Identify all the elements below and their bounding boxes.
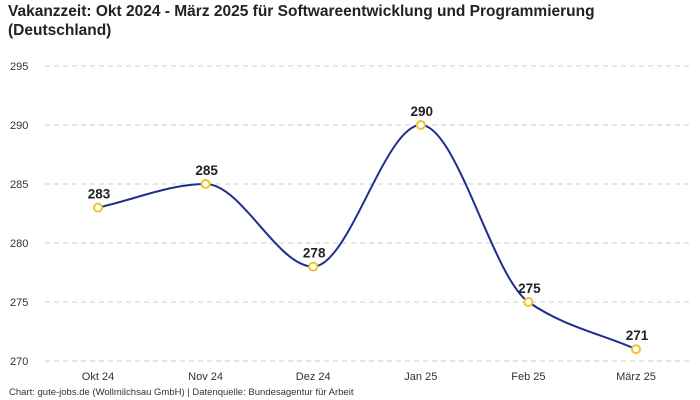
data-label: 278 bbox=[303, 246, 326, 261]
x-tick-label: Dez 24 bbox=[296, 371, 331, 383]
y-tick-label: 280 bbox=[10, 238, 28, 250]
x-tick-label: Okt 24 bbox=[82, 371, 114, 383]
data-label: 290 bbox=[411, 104, 434, 119]
grid-lines bbox=[45, 65, 690, 362]
y-tick-label: 270 bbox=[10, 356, 28, 368]
data-labels: 283 285 278 290 275 271 bbox=[88, 104, 649, 343]
x-tick-label: Feb 25 bbox=[511, 371, 545, 383]
source-note: Chart: gute-jobs.de (Wollmilchsau GmbH) … bbox=[9, 387, 354, 398]
data-point bbox=[631, 344, 641, 355]
data-point bbox=[93, 202, 103, 213]
data-point bbox=[415, 120, 426, 130]
y-axis-ticks: 270 275 280 285 290 295 bbox=[10, 61, 28, 368]
data-point bbox=[200, 179, 211, 189]
chart-title: Vakanzzeit: Okt 2024 - März 2025 für Sof… bbox=[8, 3, 595, 39]
y-tick-label: 275 bbox=[10, 297, 28, 309]
y-tick-label: 295 bbox=[10, 61, 28, 73]
data-point bbox=[308, 261, 319, 272]
data-label: 271 bbox=[626, 328, 649, 343]
data-label: 275 bbox=[518, 281, 541, 296]
x-tick-label: März 25 bbox=[616, 371, 656, 383]
data-label: 283 bbox=[88, 187, 111, 202]
data-point bbox=[523, 297, 534, 307]
x-tick-label: Nov 24 bbox=[188, 371, 223, 383]
y-tick-label: 290 bbox=[10, 120, 28, 132]
x-tick-label: Jan 25 bbox=[404, 371, 437, 383]
y-tick-label: 285 bbox=[10, 179, 28, 191]
series-line-layer bbox=[97, 123, 637, 351]
data-label: 285 bbox=[195, 163, 218, 178]
series-line bbox=[97, 123, 637, 351]
x-axis-ticks: Okt 24 Nov 24 Dez 24 Jan 25 Feb 25 März 25 bbox=[82, 371, 656, 383]
data-markers bbox=[93, 120, 641, 355]
